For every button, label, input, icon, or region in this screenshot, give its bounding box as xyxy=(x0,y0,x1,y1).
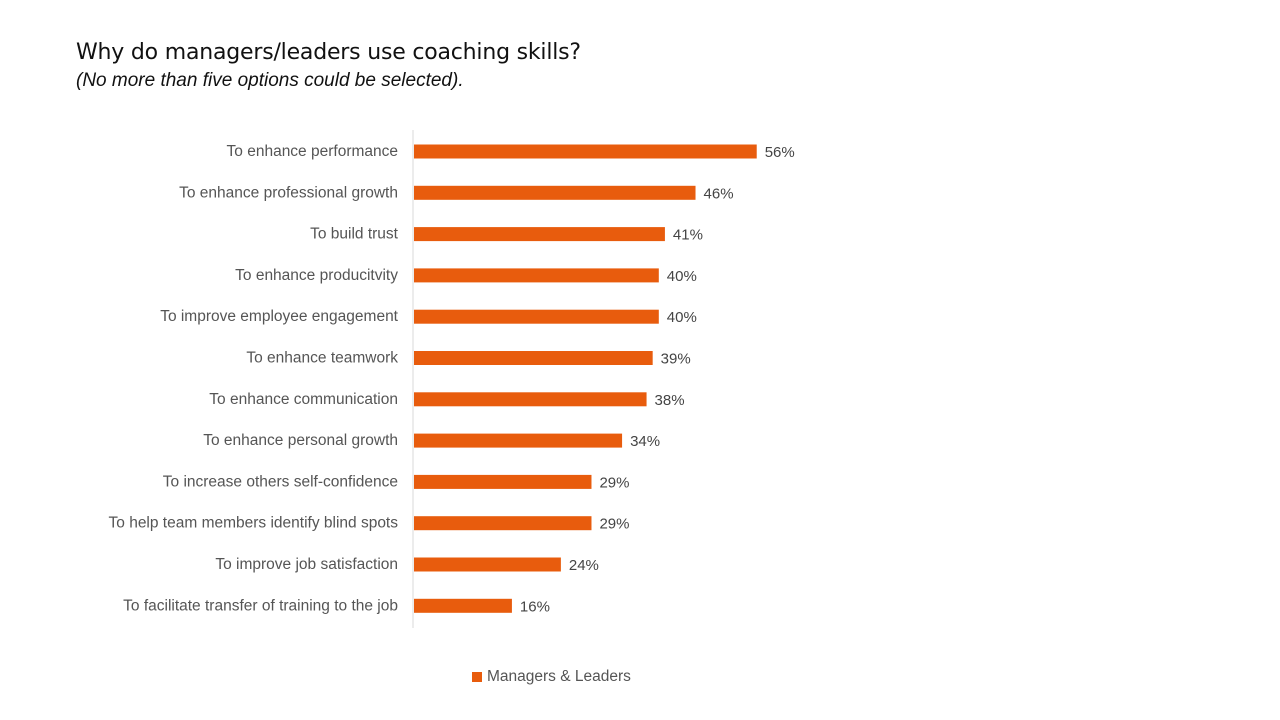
value-label: 24% xyxy=(569,557,599,574)
category-label: To enhance communication xyxy=(209,391,398,408)
bar xyxy=(414,144,757,159)
bar xyxy=(414,392,647,407)
value-label: 29% xyxy=(599,474,629,491)
category-label: To enhance teamwork xyxy=(246,350,398,367)
category-label: To increase others self-confidence xyxy=(163,473,398,490)
value-label: 56% xyxy=(765,144,795,161)
bar xyxy=(414,227,665,242)
value-label: 16% xyxy=(520,598,550,615)
legend-label: Managers & Leaders xyxy=(487,668,631,685)
category-label: To improve job satisfaction xyxy=(215,556,398,573)
chart-subtitle: (No more than five options could be sele… xyxy=(76,70,464,91)
bar xyxy=(414,433,623,448)
bar xyxy=(414,185,696,200)
value-label: 40% xyxy=(667,268,697,285)
value-label: 29% xyxy=(599,516,629,533)
category-label: To enhance producitvity xyxy=(235,267,398,284)
bar xyxy=(414,351,653,365)
category-label: To help team members identify blind spot… xyxy=(109,515,399,532)
category-label: To facilitate transfer of training to th… xyxy=(123,597,398,614)
bar xyxy=(414,598,512,613)
bar xyxy=(414,309,659,324)
legend-swatch xyxy=(472,672,482,682)
category-label: To enhance personal growth xyxy=(203,432,398,449)
bar xyxy=(414,268,659,283)
value-label: 34% xyxy=(630,433,660,450)
bar xyxy=(414,516,592,531)
category-label: To enhance performance xyxy=(227,143,398,160)
category-label: To build trust xyxy=(310,226,399,243)
value-label: 39% xyxy=(661,351,691,368)
value-label: 46% xyxy=(704,185,734,202)
value-label: 40% xyxy=(667,309,697,326)
chart-title: Why do managers/leaders use coaching ski… xyxy=(76,40,581,65)
category-label: To enhance professional growth xyxy=(179,184,398,201)
value-label: 41% xyxy=(673,227,703,244)
value-label: 38% xyxy=(655,392,685,409)
chart-legend: Managers & Leaders xyxy=(472,668,631,686)
bar xyxy=(414,557,561,572)
category-label: To improve employee engagement xyxy=(160,308,398,325)
bar xyxy=(414,474,592,489)
